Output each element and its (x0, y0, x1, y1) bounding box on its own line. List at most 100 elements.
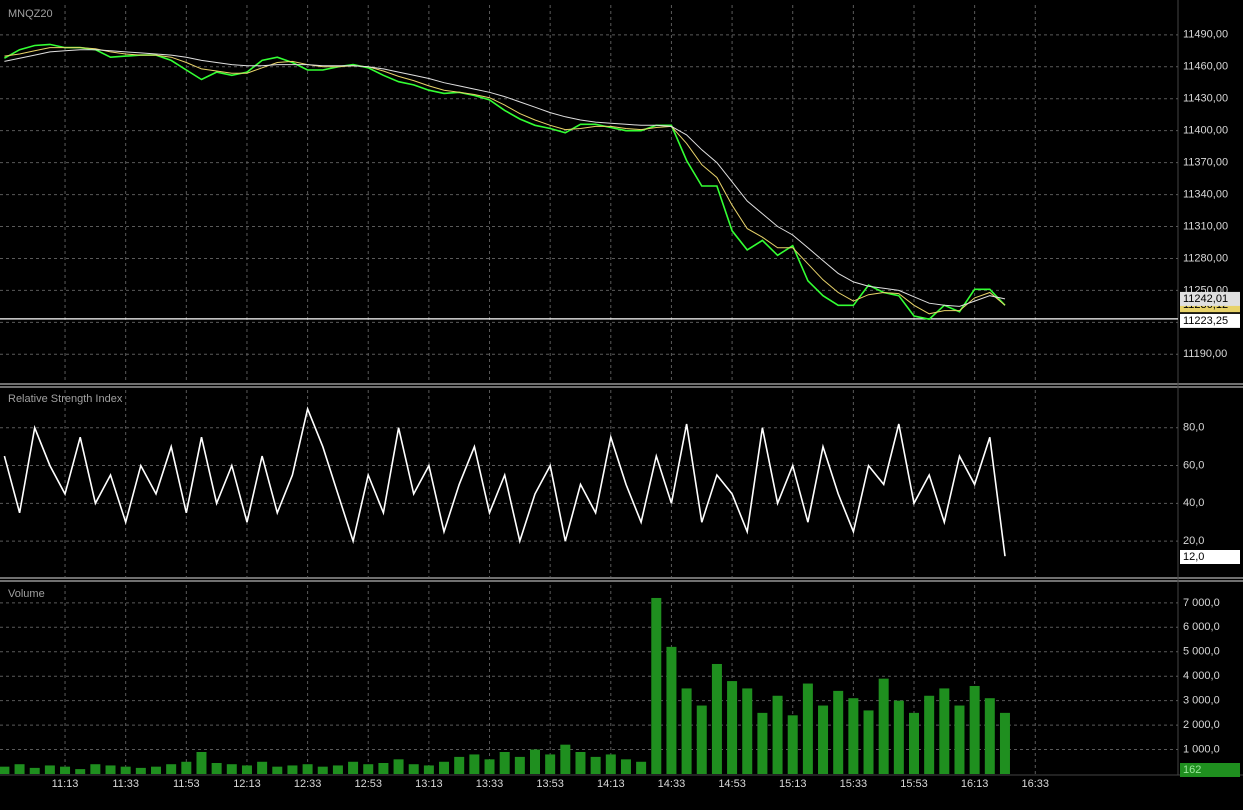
y-tick-label: 5 000,0 (1183, 646, 1220, 658)
panel-title: Volume (8, 588, 45, 600)
x-tick-label: 12:33 (294, 778, 322, 790)
volume-bar (636, 761, 647, 774)
volume-bar (878, 678, 889, 774)
x-tick-label: 15:53 (900, 778, 928, 790)
x-tick-label: 16:13 (961, 778, 989, 790)
panel-title: Relative Strength Index (8, 393, 123, 405)
price-line-label-box (1180, 313, 1240, 328)
volume-bar (742, 688, 753, 774)
last-value-label-box (1180, 550, 1240, 564)
y-tick-label: 60,0 (1183, 459, 1204, 471)
volume-bar (120, 766, 131, 774)
volume-bar (590, 756, 601, 774)
volume-bar (105, 765, 116, 774)
volume-bar (727, 681, 738, 774)
last-value-label-box (1180, 291, 1240, 306)
series-line (4, 43, 1006, 321)
volume-bar (681, 688, 692, 774)
x-tick-label: 12:53 (354, 778, 382, 790)
volume-bar (772, 695, 783, 774)
volume-bar (499, 751, 510, 774)
volume-bar (454, 756, 465, 774)
current-volume-label-box (1180, 763, 1240, 777)
volume-bar (181, 761, 192, 774)
x-tick-label: 12:13 (233, 778, 261, 790)
volume-bar (44, 765, 55, 774)
x-tick-label: 11:13 (52, 778, 79, 790)
volume-bar (605, 754, 616, 774)
x-tick-label: 13:13 (415, 778, 443, 790)
volume-bar (60, 766, 71, 774)
volume-bar (545, 754, 556, 774)
price-line-label: 11223,25 (1183, 315, 1228, 327)
volume-bar (166, 764, 177, 774)
last-value-label: 11242,01 (1183, 293, 1228, 305)
volume-bar (211, 762, 222, 774)
volume-bar (620, 759, 631, 774)
volume-bar (924, 695, 935, 774)
y-tick-label: 11280,00 (1183, 252, 1228, 264)
volume-bar (787, 715, 798, 774)
volume-bar (651, 597, 662, 774)
volume-bar (423, 765, 434, 774)
series-line (4, 49, 1006, 307)
x-tick-label: 14:33 (658, 778, 686, 790)
y-tick-label: 11340,00 (1183, 188, 1228, 200)
volume-bar (272, 766, 283, 774)
volume-bar (439, 761, 450, 774)
y-tick-label: 1 000,0 (1183, 743, 1220, 755)
volume-bar (287, 765, 298, 774)
x-tick-label: 11:53 (173, 778, 200, 790)
volume-bar (151, 766, 161, 774)
volume-bar (317, 766, 328, 774)
volume-bar (226, 764, 237, 774)
volume-bar (29, 767, 40, 774)
volume-bar (332, 765, 343, 774)
y-tick-label: 20,0 (1183, 535, 1204, 547)
volume-bar (0, 766, 10, 774)
series-line (3, 406, 1006, 557)
volume-bar (939, 688, 950, 774)
y-tick-label: 6 000,0 (1183, 621, 1220, 633)
volume-bar (530, 749, 540, 774)
x-tick-label: 16:33 (1022, 778, 1050, 790)
volume-bar (575, 751, 586, 774)
y-tick-label: 40,0 (1183, 497, 1204, 509)
volume-bar (757, 712, 768, 774)
volume-bar (954, 705, 965, 774)
volume-bar (348, 761, 359, 774)
x-tick-label: 11:33 (112, 778, 139, 790)
last-value-label: 12,0 (1183, 551, 1204, 563)
volume-bar (666, 646, 677, 774)
y-tick-label: 11490,00 (1183, 29, 1228, 41)
x-tick-label: 14:13 (597, 778, 625, 790)
y-tick-label: 3 000,0 (1183, 695, 1220, 707)
volume-bar (818, 705, 829, 774)
volume-bar (711, 663, 722, 774)
panel-title: MNQZ20 (8, 8, 53, 20)
y-tick-label: 7 000,0 (1183, 597, 1220, 609)
y-tick-label: 11460,00 (1183, 61, 1228, 73)
y-tick-label: 11370,00 (1183, 157, 1228, 169)
volume-bar (302, 764, 313, 774)
x-tick-label: 13:53 (536, 778, 564, 790)
volume-bar (469, 754, 480, 774)
volume-bar (802, 683, 813, 774)
x-tick-label: 15:13 (779, 778, 807, 790)
y-tick-label: 2 000,0 (1183, 719, 1220, 731)
volume-bar (75, 769, 86, 774)
y-tick-label: 11400,00 (1183, 125, 1228, 137)
current-volume-label: 162 (1183, 764, 1201, 776)
volume-bar (969, 685, 980, 774)
y-tick-label: 11430,00 (1183, 93, 1228, 105)
y-tick-label: 80,0 (1183, 422, 1204, 434)
volume-bar (484, 759, 495, 774)
y-tick-label: 4 000,0 (1183, 670, 1220, 682)
volume-bar (893, 700, 904, 774)
volume-bar (363, 764, 374, 774)
x-tick-label: 13:33 (476, 778, 504, 790)
volume-bar (848, 698, 859, 774)
volume-bar (560, 744, 571, 774)
